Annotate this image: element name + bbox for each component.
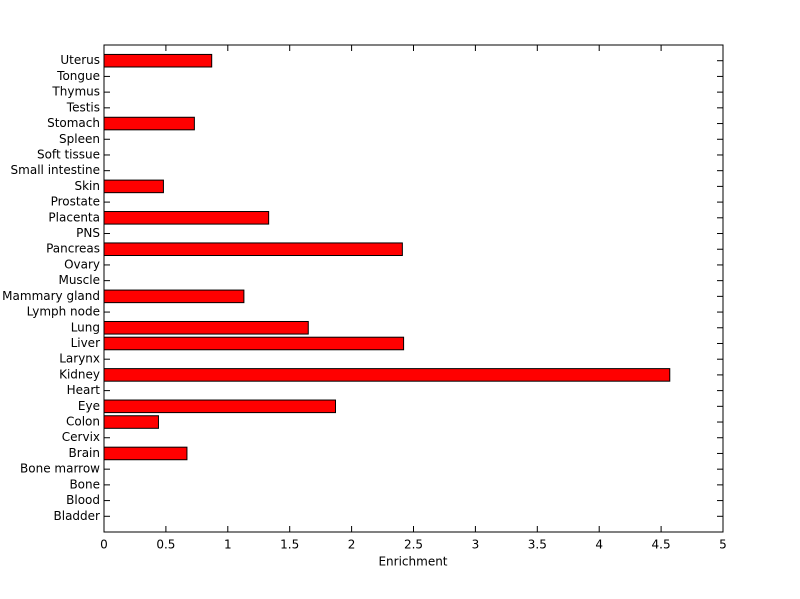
y-tick-label: Lung xyxy=(71,320,100,334)
y-tick-label: Mammary gland xyxy=(2,289,100,303)
bar xyxy=(103,320,309,335)
x-tick-label: 4.5 xyxy=(652,538,671,552)
x-tick-label: 4 xyxy=(595,538,603,552)
y-tick-label: Skin xyxy=(74,179,100,193)
y-tick-label: PNS xyxy=(76,226,100,240)
x-tick-label: 0.5 xyxy=(156,538,175,552)
y-tick-label: Eye xyxy=(78,399,100,413)
bar xyxy=(103,336,405,351)
y-tick-label: Thymus xyxy=(51,85,100,99)
y-tick-label: Tongue xyxy=(56,69,100,83)
x-tick-label: 1.5 xyxy=(280,538,299,552)
y-tick-label: Pancreas xyxy=(46,242,100,256)
x-tick-label: 3 xyxy=(472,538,480,552)
y-tick-label: Liver xyxy=(71,336,101,350)
bar xyxy=(103,53,213,68)
y-tick-label: Bone xyxy=(69,477,100,491)
y-tick-label: Prostate xyxy=(51,195,100,209)
y-tick-label: Brain xyxy=(69,446,100,460)
y-tick-label: Bone marrow xyxy=(20,462,100,476)
y-tick-label: Blood xyxy=(66,493,100,507)
y-tick-label: Placenta xyxy=(48,210,100,224)
y-tick-label: Cervix xyxy=(62,430,100,444)
y-tick-label: Soft tissue xyxy=(37,147,100,161)
bar xyxy=(103,211,270,225)
bar xyxy=(103,116,195,131)
y-tick-label: Spleen xyxy=(59,132,100,146)
y-tick-label: Colon xyxy=(66,415,100,429)
plot-area xyxy=(103,44,724,533)
bar xyxy=(103,415,159,429)
y-tick-label: Bladder xyxy=(54,509,101,523)
y-tick-label: Lymph node xyxy=(27,305,100,319)
y-tick-label: Stomach xyxy=(47,116,100,130)
bar xyxy=(103,242,403,257)
x-tick-label: 2 xyxy=(348,538,356,552)
y-tick-label: Muscle xyxy=(58,273,100,287)
x-axis-label: Enrichment xyxy=(378,555,447,569)
bar xyxy=(103,399,337,414)
x-tick-label: 5 xyxy=(719,538,727,552)
y-tick-label: Small intestine xyxy=(11,163,100,177)
bar xyxy=(103,368,671,382)
y-tick-label: Heart xyxy=(67,383,101,397)
bar xyxy=(103,446,188,461)
x-tick-label: 0 xyxy=(100,538,108,552)
bar xyxy=(103,179,164,194)
y-tick-label: Larynx xyxy=(59,352,100,366)
y-tick-label: Uterus xyxy=(60,53,100,67)
x-tick-label: 1 xyxy=(224,538,232,552)
y-tick-label: Kidney xyxy=(59,367,100,381)
x-tick-label: 3.5 xyxy=(528,538,547,552)
x-tick-label: 2.5 xyxy=(404,538,423,552)
y-tick-label: Ovary xyxy=(64,257,100,271)
bar xyxy=(103,289,245,304)
y-tick-label: Testis xyxy=(66,100,100,114)
